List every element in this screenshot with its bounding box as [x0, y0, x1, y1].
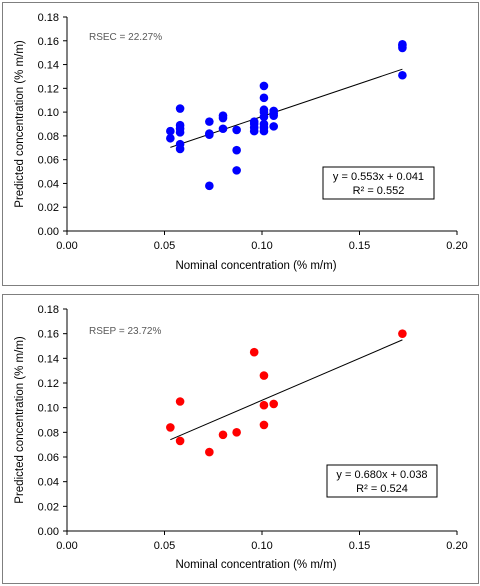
data-point	[269, 122, 279, 131]
data-point	[166, 126, 175, 136]
data-point	[259, 400, 269, 410]
y-tick-label: 0.12	[38, 378, 59, 390]
data-point	[232, 166, 241, 175]
data-point	[249, 126, 259, 136]
y-tick-label: 0.06	[38, 452, 59, 464]
equation-box	[326, 464, 438, 498]
data-point	[175, 144, 185, 154]
y-tick-label: 0.14	[38, 353, 59, 365]
x-tick-label: 0.20	[446, 540, 467, 552]
x-tick-label: 0.00	[56, 240, 77, 252]
data-point	[166, 423, 175, 432]
y-tick-label: 0.14	[38, 60, 59, 72]
y-tick-label: 0.16	[38, 329, 59, 341]
r-squared: R² = 0.524	[356, 483, 408, 495]
x-tick-label: 0.00	[56, 540, 77, 552]
y-tick-label: 0.04	[38, 477, 59, 489]
data-point	[398, 329, 407, 338]
y-tick-label: 0.18	[38, 304, 59, 316]
x-tick-label: 0.05	[154, 240, 175, 252]
x-tick-label: 0.20	[446, 240, 467, 252]
data-point	[269, 399, 279, 409]
data-point	[218, 113, 228, 123]
y-tick-label: 0.04	[38, 178, 59, 190]
y-tick-label: 0.00	[38, 226, 59, 238]
regression-equation: y = 0.680x + 0.038	[336, 469, 427, 481]
data-point	[398, 43, 407, 53]
y-tick-label: 0.18	[38, 12, 59, 24]
y-tick-label: 0.00	[38, 526, 59, 538]
equation-box	[322, 166, 435, 200]
prediction-chart: 0.00 0.02 0.04 0.06 0.08 0.10 0.12 0.14 0.16 0.18…	[14, 304, 468, 571]
y-tick-label: 0.02	[38, 501, 59, 513]
y-tick-label: 0.08	[38, 131, 59, 143]
y-tick-label: 0.06	[38, 155, 59, 167]
data-point	[205, 447, 214, 457]
data-point	[218, 124, 228, 134]
y-tick-label: 0.16	[38, 36, 59, 48]
data-point	[259, 112, 269, 122]
data-point	[205, 130, 214, 139]
x-axis-title: Nominal concentration (% m/m)	[175, 559, 336, 571]
data-point	[175, 128, 185, 137]
data-point	[175, 436, 185, 446]
data-point	[175, 397, 185, 406]
y-tick-label: 0.08	[38, 427, 59, 439]
data-point	[218, 430, 228, 440]
rse-annotation: RSEC = 22.27%	[89, 32, 162, 43]
calibration-chart: 0.00 0.02 0.04 0.06 0.08 0.10 0.12 0.14 0.16 0.18…	[14, 12, 468, 272]
rse-annotation: RSEP = 23.72%	[89, 326, 161, 337]
data-point	[269, 111, 279, 120]
chart-panel-prediction: 0.00 0.02 0.04 0.06 0.08 0.10 0.12 0.14 0.16 0.18…	[2, 294, 479, 584]
y-axis-title: Predicted concentration (% m/m)	[14, 336, 26, 504]
data-point	[259, 371, 269, 380]
r-squared: R² = 0.552	[353, 185, 405, 197]
x-tick-label: 0.15	[349, 240, 370, 252]
x-tick-label: 0.10	[251, 540, 272, 552]
data-point	[259, 126, 269, 136]
data-point	[205, 117, 214, 126]
y-axis-title: Predicted concentration (% m/m)	[14, 40, 26, 208]
data-point	[232, 428, 241, 437]
regression-equation: y = 0.553x + 0.041	[333, 171, 424, 183]
x-tick-label: 0.10	[251, 240, 272, 252]
data-point	[259, 93, 269, 103]
trendline	[170, 68, 403, 148]
data-point	[259, 81, 269, 91]
y-tick-label: 0.12	[38, 83, 59, 95]
data-point	[249, 347, 259, 357]
data-point	[175, 104, 185, 113]
chart-panel-calibration: 0.00 0.02 0.04 0.06 0.08 0.10 0.12 0.14 0.16 0.18…	[2, 2, 479, 286]
data-point	[166, 133, 175, 143]
data-point	[205, 181, 214, 191]
x-tick-label: 0.15	[349, 540, 370, 552]
x-axis-title: Nominal concentration (% m/m)	[175, 260, 336, 272]
data-point	[232, 145, 241, 155]
y-tick-label: 0.10	[38, 107, 59, 119]
y-tick-label: 0.10	[38, 403, 59, 415]
data-point	[398, 70, 407, 80]
data-point	[259, 420, 269, 430]
trendline	[170, 339, 403, 441]
y-tick-label: 0.02	[38, 202, 59, 214]
x-tick-label: 0.05	[154, 540, 175, 552]
data-point	[232, 125, 241, 135]
